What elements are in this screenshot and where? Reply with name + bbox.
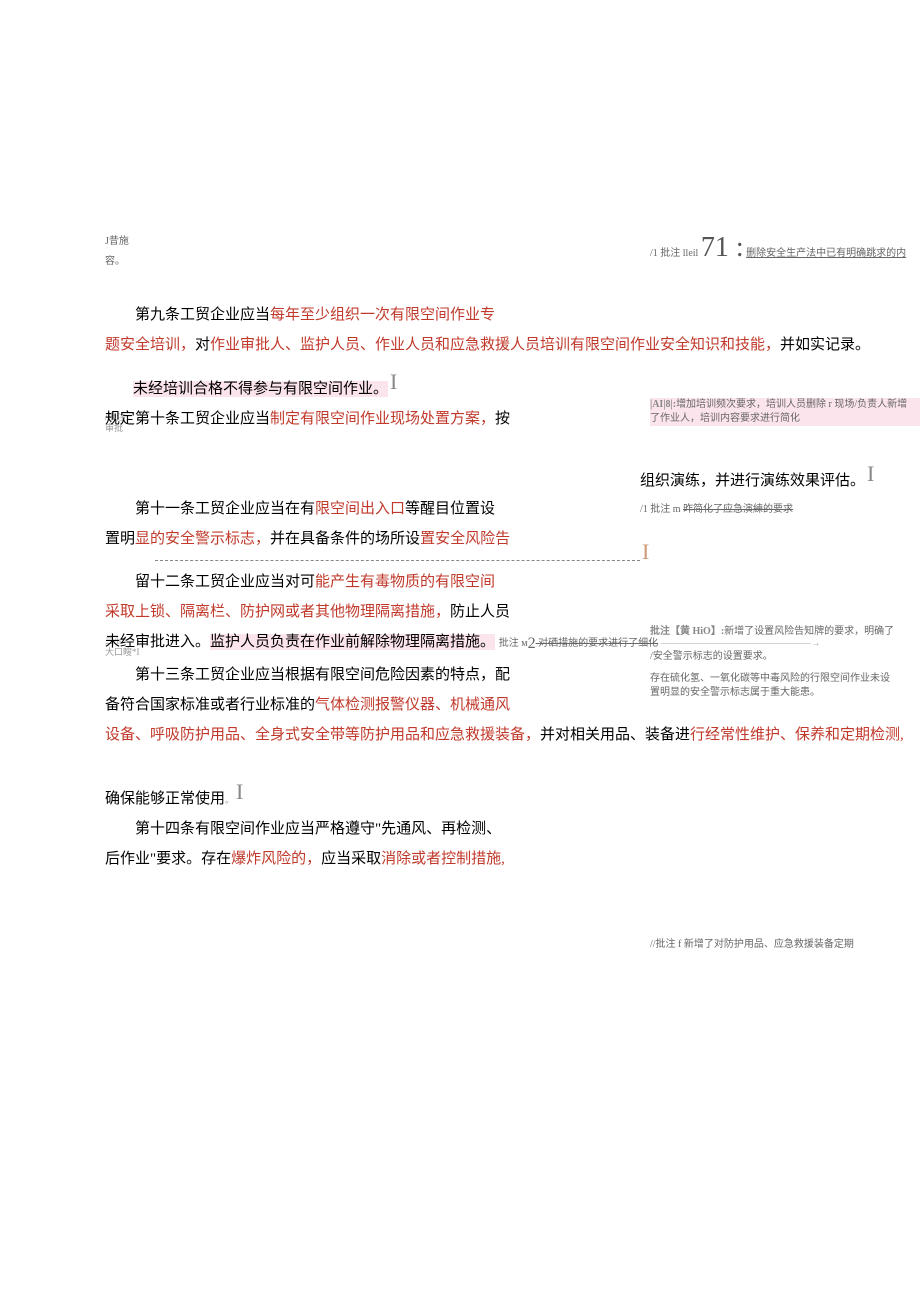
arrow-right: ———————————————→ [661,638,821,649]
a13-l4: 确保能够正常使用 [105,791,225,807]
cursor-3-wrap: I [640,530,920,574]
a11-l2a: 置明 [105,531,135,547]
a11-l1a: 第十一条工贸企业应当在有 [135,501,315,517]
comment-m2-text: 对硒措施的要求进行了细化 [536,638,659,649]
a11-l2e: 置安全风险告 [420,531,510,547]
a13-l3a: 设备、呼吸防护用品、全身式安全带等防护用品和应急救援装备， [105,727,540,743]
a9-line2-wrap: 题安全培训，对作业审批人、监护人员、作业人员和应急救援人员培训有限空间作业安全知… [0,330,920,360]
a9-l1a: 第九条工贸企业应当 [135,307,270,323]
a13-line1: 第十三条工贸企业应当根据有限空间危险因素的特点，配 [105,660,640,690]
document-page: J昔施 容。 /1 批注 lleil 71 : 删除安全生产法中已有明确跳求的内… [0,0,920,974]
a12-l3b: 监护人员负责在作业前解除物理隔离措施。 [210,634,495,650]
a10-l1b: 制定有限空间作业现场处置方案， [270,411,495,427]
comment-m-text: 昨简化了应急演練的要求 [683,504,793,515]
a12-line1: 留十二条工贸企业应当对可能产生有毒物质的有限空间 [105,567,640,597]
fragment-top-2: 容。 [105,252,125,272]
comment-f-label: //批注 f [650,939,684,950]
a13-l2a: 备符合国家标准或者行业标准的 [105,697,315,713]
a9-line3: 未经培训合格不得参与有限空间作业。I [105,360,640,404]
comment-m-label: /1 批注 m [640,504,683,515]
a9-l3a: 未经培训合格不得参与有限空间作业。 [133,381,388,397]
a13-l3c: 行经常性维护、保养和定期检测, [690,727,904,743]
a13-line3-wrap: 设备、呼吸防护用品、全身式安全带等防护用品和应急救援装备，并对相关用品、装备进行… [0,720,920,750]
a9-l2c: 作业审批人、监护人员、作业人员和应急救援人员培训有限空间作业安全知识和技能， [210,337,780,353]
a12-l2b: 防止人员 [450,604,510,620]
article-9: 第九条工贸企业应当每年至少组织一次有限空间作业专 [0,300,920,330]
a14-l2b: 爆炸风险的， [231,851,321,867]
a14-line2: 后作业"要求。存在爆炸风险的，应当采取消除或者控制措施, [105,844,640,874]
a12-line3-wrap: 未经审批进入。监护人员负责在作业前解除物理隔离措施。 批注 м2 对硒措施的要求… [0,627,920,660]
a10-l1c: 按 [495,411,510,427]
a12-l1a: 留十二条工贸企业应当对可 [135,574,315,590]
a13-line4-wrap: 确保能够正常使用。I [0,770,920,814]
comment-71-prefix: /1 批注 lleil [650,248,698,259]
a12-line2-wrap: 采取上锁、隔离栏、防护网或者其他物理隔离措施，防止人员 [0,597,920,627]
comment-f-text: 新增了对防护用品、应急救援装备定期 [684,939,854,950]
a10-right: 组织演练，并进行演练效果评估。I /1 批注 m 昨简化了应急演練的要求 I [640,452,920,574]
a13-l2b: 气体检测报警仪器、机械通风 [315,697,510,713]
dashed-divider [155,560,640,561]
a10-r1: 组织演练，并进行演练效果评估。 [640,473,865,489]
comment-71-text: 删除安全生产法中已有明确跳求的内 [746,248,906,259]
article-10: 规定第十条工贸企业应当制定有限空间作业现场处置方案，按 [0,404,920,434]
a11-l1c: 等醒目位置设 [405,501,495,517]
a11-l1b: 限空间出入口 [315,501,405,517]
a13-line4: 确保能够正常使用。I [105,770,920,814]
comment-m: /1 批注 m 昨简化了应急演練的要求 [640,500,920,520]
comment-hio-l2a: 存在硫化氢、一氧化碳等中毒风险的行限空间作业未设 [650,672,912,686]
a9-l2a: 题安全培训， [105,337,195,353]
a10-line1: 规定第十条工贸企业应当制定有限空间作业现场处置方案，按 [105,404,920,434]
a14-l2c: 应当采取 [321,851,381,867]
a11-l2c: 安全警示标志， [165,531,270,547]
a9-line1: 第九条工贸企业应当每年至少组织一次有限空间作业专 [105,300,640,330]
cursor-4: I [234,779,245,804]
a9-l1b: 每年至少组织一次有限空间作业专 [270,307,495,323]
comment-71-num: 71 : [701,232,744,263]
cursor-2: I [865,461,876,486]
a11-line2: 置明显的安全警示标志，并在具备条件的场所设置安全风险告 [105,524,640,554]
a10-pre: 规定 [105,411,135,427]
a13-l3b: 并对相关用品、装备进 [540,727,690,743]
a10-l1a: 第十条工贸企业应当 [135,411,270,427]
a14-l2d: 消除或者控制措施, [381,851,505,867]
cursor-3: I [640,539,651,564]
comment-hio-l2b: 置明显的安全警示标志属于重大能患。 [650,686,912,700]
comment-m2-num: 2 [528,635,536,652]
a12-line3: 未经审批进入。监护人员负责在作业前解除物理隔离措施。 批注 м2 对硒措施的要求… [105,627,920,660]
comment-m2-label: 批注 м [499,638,528,649]
comment-m2: 批注 м2 对硒措施的要求进行了细化 ———————————————→ [499,638,821,649]
cursor-1: I [388,369,399,394]
a13-line3: 设备、呼吸防护用品、全身式安全带等防护用品和应急救援装备，并对相关用品、装备进行… [105,720,912,750]
a11-l2b: 显的 [135,531,165,547]
a12-l3a: 未经审批进入。 [105,634,210,650]
a9-l2b: 对 [195,337,210,353]
a11-l2d: 并在具备条件的场所设 [270,531,420,547]
a12-l2a: 采取上锁、隔离栏、防护网或者其他物理隔离措施， [105,604,450,620]
a14-line1: 第十四条有限空间作业应当严格遵守"先通风、再检测、 [105,814,640,844]
a9-l2d: 并如实记录。 [780,337,870,353]
a9-line2: 题安全培训，对作业审批人、监护人员、作业人员和应急救援人员培训有限空间作业安全知… [105,330,912,360]
a13-line2: 备符合国家标准或者行业标准的气体检测报警仪器、机械通风 [105,690,640,720]
fragment-top-1: J昔施 [105,232,129,252]
a14-l2a: 后作业"要求。存在 [105,851,231,867]
a12-line2: 采取上锁、隔离栏、防护网或者其他物理隔离措施，防止人员 [105,597,640,627]
a11-line1: 第十一条工贸企业应当在有限空间出入口等醒目位置设 [105,494,640,524]
a12-l1b: 能产生有毒物质的有限空间 [315,574,495,590]
comment-f: //批注 f 新增了对防护用品、应急救援装备定期 [650,938,920,952]
small-dot: 。 [225,795,234,805]
comment-71: /1 批注 lleil 71 : 删除安全生产法中已有明确跳求的内 [650,228,920,267]
article-14: 第十四条有限空间作业应当严格遵守"先通风、再检测、 后作业"要求。存在爆炸风险的… [0,814,920,874]
